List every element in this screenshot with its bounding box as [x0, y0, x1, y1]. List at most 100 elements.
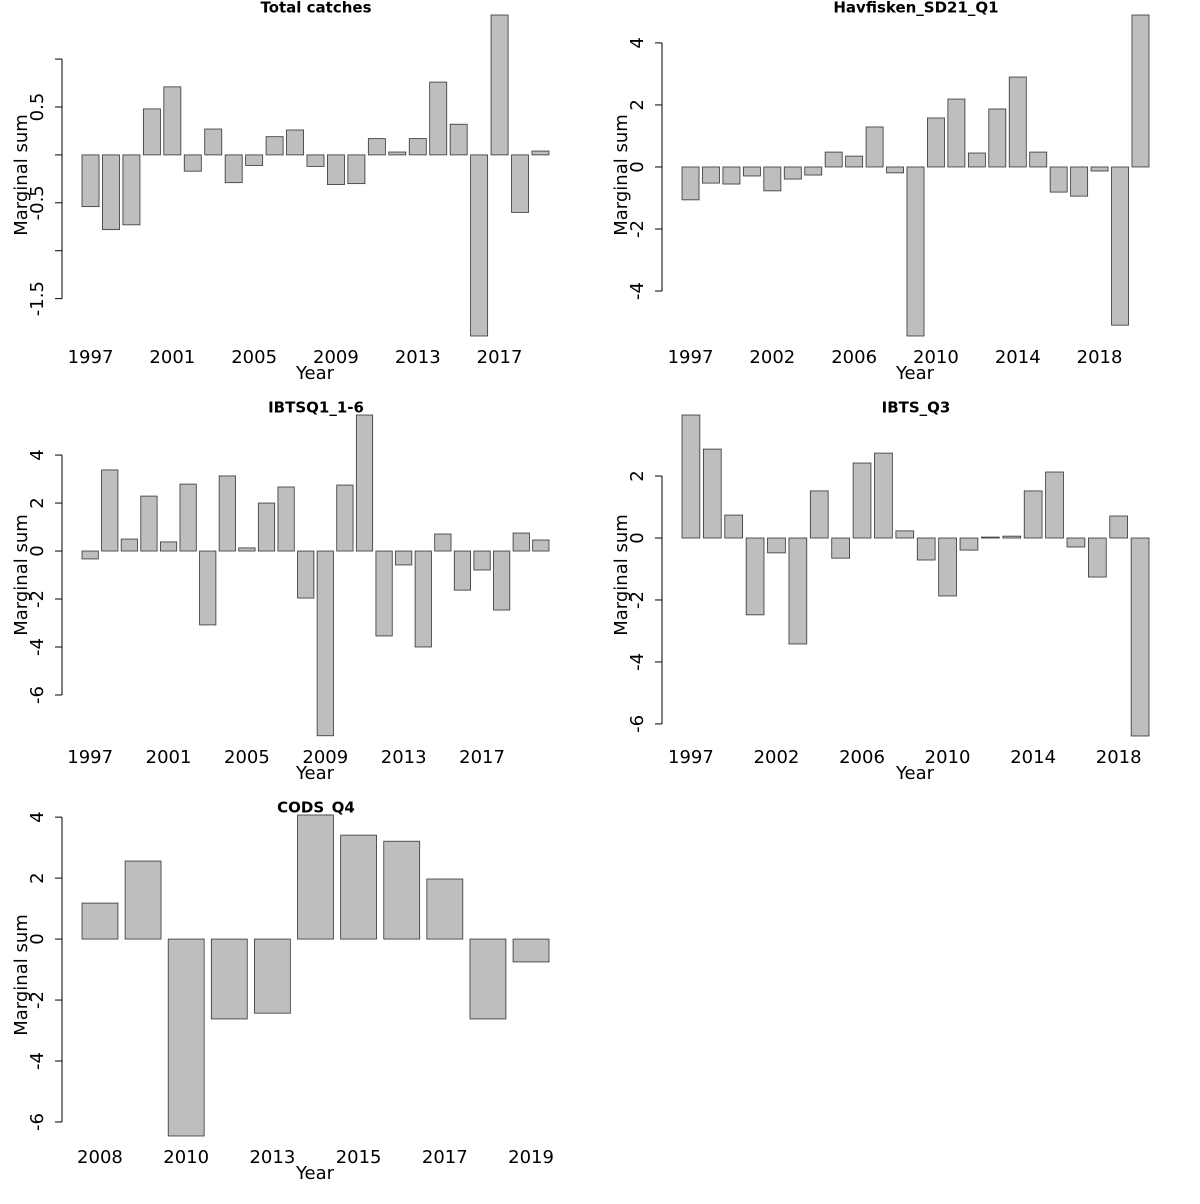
bar: [831, 537, 850, 559]
x-tick-label: 2001: [146, 747, 192, 768]
x-tick-label: 2014: [1010, 747, 1056, 768]
bar: [865, 126, 884, 168]
x-tick-label: 2001: [149, 347, 195, 368]
bar: [102, 154, 120, 231]
bar: [804, 166, 823, 176]
bar: [1066, 537, 1086, 548]
bar: [1008, 76, 1027, 168]
bar: [449, 123, 468, 156]
bar: [340, 834, 377, 940]
x-tick-label: 2010: [925, 747, 971, 768]
x-tick-label: 2009: [302, 747, 348, 768]
bar: [167, 938, 205, 1137]
bar: [767, 537, 786, 554]
y-tick-label: -1.5: [27, 281, 48, 316]
x-tick-label: 2018: [1077, 347, 1123, 368]
y-tick-label: 2: [27, 872, 48, 883]
panel-title: CODS_Q4: [277, 799, 355, 817]
x-axis-title: Year: [895, 363, 935, 384]
bar: [254, 938, 291, 1014]
y-axis-title: Marginal sum: [611, 514, 632, 636]
bar: [852, 462, 872, 539]
bar: [981, 536, 1000, 539]
bar: [469, 938, 507, 1020]
y-tick-label: 2: [627, 470, 648, 481]
x-axis-title: Year: [295, 363, 335, 384]
x-tick-label: 2005: [231, 347, 277, 368]
bar: [327, 154, 345, 186]
x-tick-label: 2015: [336, 1147, 382, 1168]
bar: [763, 166, 782, 192]
x-tick-label: 1997: [668, 747, 714, 768]
x-tick-label: 2008: [77, 1147, 123, 1168]
x-tick-label: 2018: [1096, 747, 1142, 768]
bar: [159, 541, 178, 552]
x-axis-title: Year: [295, 763, 335, 784]
bar: [199, 550, 217, 626]
bar: [163, 86, 182, 156]
bar: [947, 98, 966, 168]
y-tick-label: -0.5: [27, 185, 48, 220]
bar: [809, 490, 829, 539]
bar: [101, 469, 119, 552]
bar: [120, 538, 138, 552]
x-tick-label: 1997: [68, 347, 114, 368]
bar: [414, 550, 432, 648]
x-tick-label: 2017: [422, 1147, 468, 1168]
bar: [916, 537, 936, 561]
bar: [1130, 537, 1150, 737]
y-tick-label: -4: [627, 282, 648, 300]
bar: [426, 878, 464, 940]
y-tick-label: -4: [27, 1052, 48, 1070]
bar: [845, 155, 864, 168]
y-tick-label: -6: [27, 686, 48, 704]
bar: [383, 840, 421, 940]
bar: [511, 154, 529, 213]
x-tick-label: 2019: [508, 1147, 554, 1168]
bar: [183, 154, 202, 172]
y-tick-label: -2: [27, 590, 48, 608]
bar: [124, 860, 162, 940]
bar: [681, 414, 701, 539]
x-axis-title: Year: [295, 1163, 335, 1184]
x-tick-label: 2006: [839, 747, 885, 768]
y-tick-label: 0: [27, 545, 48, 556]
y-axis-title: Marginal sum: [11, 514, 32, 636]
bar: [745, 537, 765, 616]
bar: [388, 151, 407, 156]
y-tick-label: 0: [627, 532, 648, 543]
y-tick-label: 2: [627, 99, 648, 110]
bar: [429, 81, 448, 156]
y-tick-label: -2: [627, 220, 648, 238]
bar: [895, 530, 915, 539]
bar: [1090, 166, 1109, 172]
panel-title: Total catches: [260, 0, 371, 17]
bar: [245, 154, 264, 166]
bar: [140, 495, 158, 552]
y-tick-label: 0.5: [27, 93, 48, 122]
bar: [531, 150, 550, 156]
bar: [493, 550, 511, 611]
bar: [1109, 515, 1129, 539]
y-axis-title: Marginal sum: [11, 914, 32, 1036]
y-tick-label: 4: [627, 37, 648, 48]
bar: [347, 154, 366, 185]
bar: [453, 550, 472, 591]
panel-title: IBTS_Q3: [882, 399, 951, 417]
bar: [1049, 166, 1068, 193]
x-tick-label: 1997: [67, 747, 113, 768]
bar: [988, 108, 1007, 168]
bar: [434, 533, 452, 552]
bar: [336, 484, 354, 552]
bar: [408, 138, 427, 156]
bar: [122, 154, 141, 226]
bar: [81, 154, 100, 208]
bar: [938, 537, 957, 597]
bar: [297, 814, 334, 940]
x-tick-label: 2013: [381, 747, 427, 768]
bar: [218, 475, 236, 552]
x-tick-label: 2002: [749, 347, 795, 368]
y-tick-label: -2: [27, 991, 48, 1009]
y-axis-title: Marginal sum: [11, 114, 32, 236]
